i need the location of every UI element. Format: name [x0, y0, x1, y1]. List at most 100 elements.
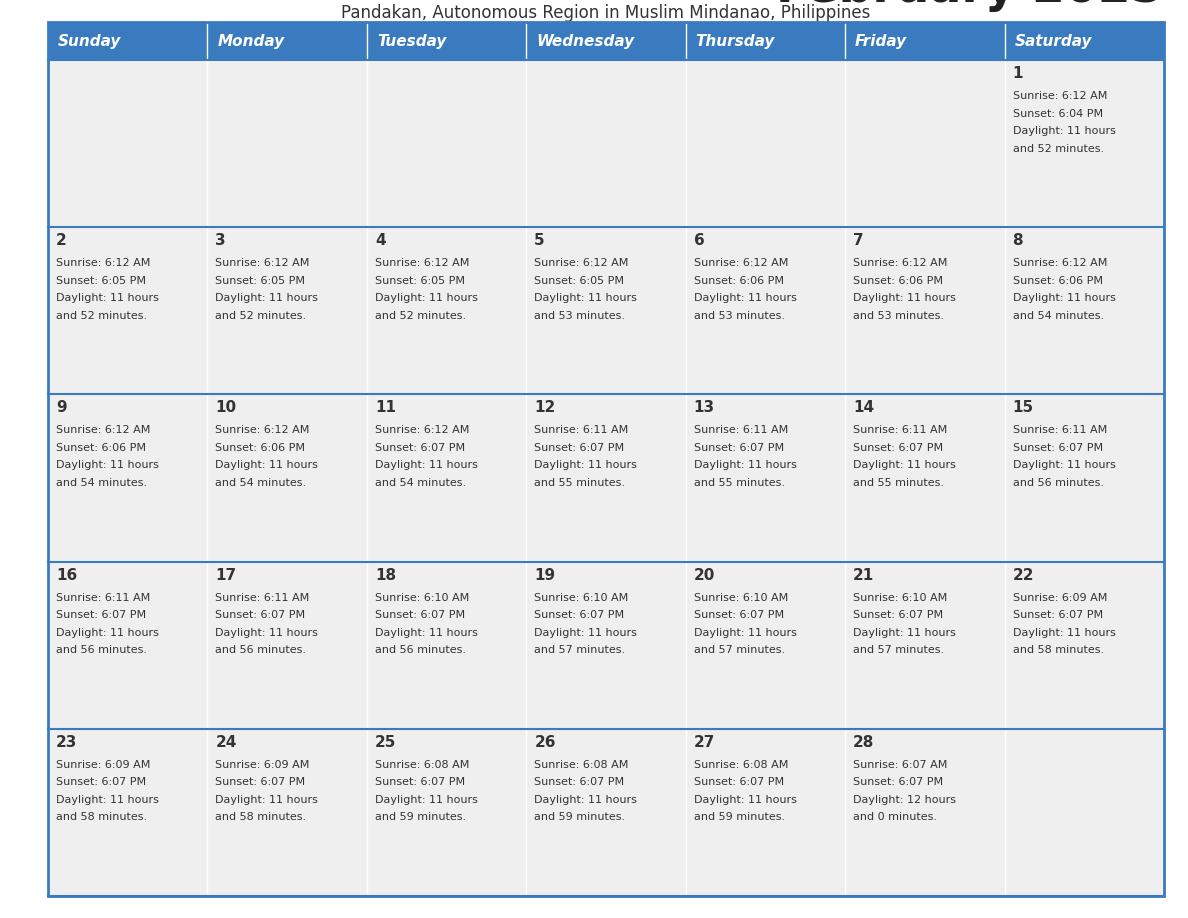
- Bar: [685, 729, 845, 896]
- Text: Sunrise: 6:11 AM: Sunrise: 6:11 AM: [1012, 425, 1107, 435]
- Text: Daylight: 11 hours: Daylight: 11 hours: [56, 293, 159, 303]
- Text: 25: 25: [375, 734, 397, 750]
- Text: Sunrise: 6:12 AM: Sunrise: 6:12 AM: [853, 258, 948, 268]
- Text: and 59 minutes.: and 59 minutes.: [535, 812, 625, 823]
- Bar: [208, 22, 367, 60]
- Bar: [845, 562, 1005, 729]
- Bar: [1005, 395, 1164, 562]
- Text: Sunset: 6:07 PM: Sunset: 6:07 PM: [215, 778, 305, 788]
- Text: Sunset: 6:05 PM: Sunset: 6:05 PM: [56, 275, 146, 285]
- Text: Sunrise: 6:09 AM: Sunrise: 6:09 AM: [215, 760, 310, 770]
- Bar: [845, 395, 1005, 562]
- Text: and 54 minutes.: and 54 minutes.: [215, 478, 307, 487]
- Bar: [1005, 60, 1164, 227]
- Text: Daylight: 11 hours: Daylight: 11 hours: [56, 461, 159, 470]
- Text: Sunset: 6:07 PM: Sunset: 6:07 PM: [375, 778, 465, 788]
- Text: and 53 minutes.: and 53 minutes.: [535, 310, 625, 320]
- Bar: [845, 227, 1005, 395]
- Text: 18: 18: [375, 567, 396, 583]
- Text: Daylight: 11 hours: Daylight: 11 hours: [215, 628, 318, 638]
- Bar: [845, 22, 1005, 60]
- Text: Sunset: 6:06 PM: Sunset: 6:06 PM: [56, 442, 146, 453]
- Bar: [685, 60, 845, 227]
- Text: and 54 minutes.: and 54 minutes.: [56, 478, 147, 487]
- Text: Sunset: 6:07 PM: Sunset: 6:07 PM: [694, 610, 784, 620]
- Bar: [526, 60, 685, 227]
- Text: Saturday: Saturday: [1015, 33, 1092, 49]
- Text: Daylight: 11 hours: Daylight: 11 hours: [1012, 461, 1116, 470]
- Text: Sunrise: 6:07 AM: Sunrise: 6:07 AM: [853, 760, 948, 770]
- Text: Sunset: 6:07 PM: Sunset: 6:07 PM: [1012, 610, 1102, 620]
- Bar: [367, 562, 526, 729]
- Text: Daylight: 11 hours: Daylight: 11 hours: [853, 461, 956, 470]
- Text: Sunrise: 6:12 AM: Sunrise: 6:12 AM: [1012, 91, 1107, 101]
- Text: Daylight: 11 hours: Daylight: 11 hours: [215, 795, 318, 805]
- Text: Daylight: 11 hours: Daylight: 11 hours: [375, 628, 478, 638]
- Text: Sunrise: 6:08 AM: Sunrise: 6:08 AM: [535, 760, 628, 770]
- Text: 15: 15: [1012, 400, 1034, 416]
- Text: 11: 11: [375, 400, 396, 416]
- Text: Sunset: 6:07 PM: Sunset: 6:07 PM: [694, 442, 784, 453]
- Text: Sunset: 6:07 PM: Sunset: 6:07 PM: [215, 610, 305, 620]
- Text: Sunrise: 6:12 AM: Sunrise: 6:12 AM: [56, 425, 151, 435]
- Text: Sunset: 6:06 PM: Sunset: 6:06 PM: [215, 442, 305, 453]
- Bar: [48, 227, 208, 395]
- Text: and 57 minutes.: and 57 minutes.: [535, 645, 625, 655]
- Text: Daylight: 11 hours: Daylight: 11 hours: [215, 461, 318, 470]
- Bar: [48, 22, 208, 60]
- Text: Daylight: 12 hours: Daylight: 12 hours: [853, 795, 956, 805]
- Text: Sunrise: 6:10 AM: Sunrise: 6:10 AM: [853, 593, 947, 602]
- Text: 22: 22: [1012, 567, 1034, 583]
- Bar: [526, 22, 685, 60]
- Text: Sunrise: 6:11 AM: Sunrise: 6:11 AM: [56, 593, 150, 602]
- Text: Sunrise: 6:10 AM: Sunrise: 6:10 AM: [375, 593, 469, 602]
- Text: 7: 7: [853, 233, 864, 248]
- Bar: [685, 227, 845, 395]
- Text: Friday: Friday: [855, 33, 908, 49]
- Bar: [48, 60, 208, 227]
- Text: Sunset: 6:06 PM: Sunset: 6:06 PM: [1012, 275, 1102, 285]
- Text: 16: 16: [56, 567, 77, 583]
- Text: 12: 12: [535, 400, 556, 416]
- Text: 19: 19: [535, 567, 556, 583]
- Text: Daylight: 11 hours: Daylight: 11 hours: [535, 293, 637, 303]
- Text: Sunset: 6:06 PM: Sunset: 6:06 PM: [694, 275, 784, 285]
- Text: Sunset: 6:05 PM: Sunset: 6:05 PM: [215, 275, 305, 285]
- Text: Sunday: Sunday: [58, 33, 121, 49]
- Text: and 53 minutes.: and 53 minutes.: [694, 310, 785, 320]
- Text: Wednesday: Wednesday: [536, 33, 634, 49]
- Text: Daylight: 11 hours: Daylight: 11 hours: [853, 293, 956, 303]
- Text: Daylight: 11 hours: Daylight: 11 hours: [535, 461, 637, 470]
- Text: Sunrise: 6:12 AM: Sunrise: 6:12 AM: [375, 425, 469, 435]
- Text: Sunrise: 6:10 AM: Sunrise: 6:10 AM: [694, 593, 788, 602]
- Bar: [685, 395, 845, 562]
- Text: Sunset: 6:05 PM: Sunset: 6:05 PM: [375, 275, 465, 285]
- Text: Daylight: 11 hours: Daylight: 11 hours: [694, 795, 797, 805]
- Text: Sunrise: 6:12 AM: Sunrise: 6:12 AM: [375, 258, 469, 268]
- Bar: [845, 60, 1005, 227]
- Text: Daylight: 11 hours: Daylight: 11 hours: [1012, 628, 1116, 638]
- Text: Thursday: Thursday: [696, 33, 775, 49]
- Text: Daylight: 11 hours: Daylight: 11 hours: [215, 293, 318, 303]
- Text: Daylight: 11 hours: Daylight: 11 hours: [535, 795, 637, 805]
- Text: 3: 3: [215, 233, 226, 248]
- Text: Sunrise: 6:12 AM: Sunrise: 6:12 AM: [56, 258, 151, 268]
- Text: 27: 27: [694, 734, 715, 750]
- Text: Monday: Monday: [217, 33, 285, 49]
- Text: 26: 26: [535, 734, 556, 750]
- Text: 9: 9: [56, 400, 67, 416]
- Text: Sunrise: 6:11 AM: Sunrise: 6:11 AM: [535, 425, 628, 435]
- Text: Tuesday: Tuesday: [377, 33, 447, 49]
- Text: 21: 21: [853, 567, 874, 583]
- Text: and 54 minutes.: and 54 minutes.: [375, 478, 466, 487]
- Bar: [367, 729, 526, 896]
- Bar: [526, 729, 685, 896]
- Text: Sunset: 6:07 PM: Sunset: 6:07 PM: [56, 778, 146, 788]
- Text: Sunset: 6:07 PM: Sunset: 6:07 PM: [1012, 442, 1102, 453]
- Text: February 2025: February 2025: [777, 0, 1164, 12]
- Text: 5: 5: [535, 233, 545, 248]
- Text: Sunrise: 6:12 AM: Sunrise: 6:12 AM: [1012, 258, 1107, 268]
- Bar: [367, 227, 526, 395]
- Text: 1: 1: [1012, 66, 1023, 81]
- Text: Sunrise: 6:08 AM: Sunrise: 6:08 AM: [694, 760, 788, 770]
